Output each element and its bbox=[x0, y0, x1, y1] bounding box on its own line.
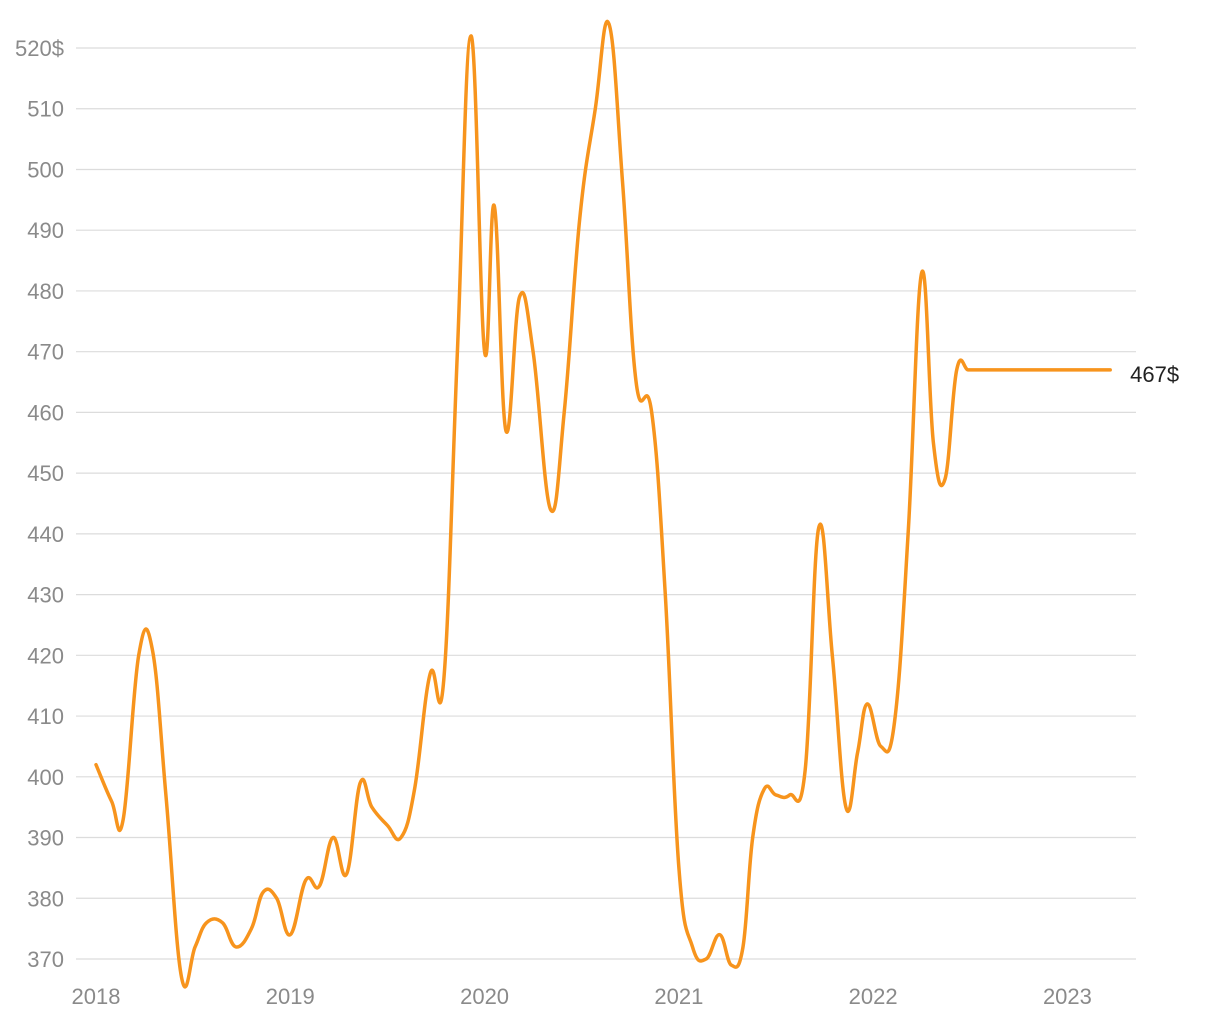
y-tick-label: 380 bbox=[27, 886, 64, 911]
y-tick-label: 450 bbox=[27, 461, 64, 486]
y-tick-label: 500 bbox=[27, 157, 64, 182]
y-tick-label: 470 bbox=[27, 340, 64, 365]
y-tick-label: 390 bbox=[27, 826, 64, 851]
x-tick-label: 2020 bbox=[460, 984, 509, 1009]
y-tick-label: 430 bbox=[27, 583, 64, 608]
grid-lines bbox=[76, 47, 1136, 960]
y-axis-ticks: 370 380 390 400 410 420 430 440 450 460 470 480 490 5… bbox=[15, 36, 64, 972]
y-tick-label: 510 bbox=[27, 97, 64, 122]
x-tick-label: 2019 bbox=[266, 984, 315, 1009]
x-tick-label: 2023 bbox=[1043, 984, 1092, 1009]
series-line bbox=[94, 19, 1112, 989]
y-tick-label: 370 bbox=[27, 947, 64, 972]
y-tick-label: 440 bbox=[27, 522, 64, 547]
x-tick-label: 2022 bbox=[849, 984, 898, 1009]
y-tick-label: 460 bbox=[27, 400, 64, 425]
x-axis-ticks: 2018 2019 2020 2021 2022 2023 bbox=[72, 984, 1092, 1009]
y-tick-label: 480 bbox=[27, 279, 64, 304]
y-tick-label: 490 bbox=[27, 218, 64, 243]
x-tick-label: 2021 bbox=[654, 984, 703, 1009]
y-tick-label: 400 bbox=[27, 765, 64, 790]
y-tick-label: 410 bbox=[27, 704, 64, 729]
y-tick-label: 420 bbox=[27, 643, 64, 668]
end-value-label: 467$ bbox=[1130, 362, 1179, 387]
y-tick-label: 520$ bbox=[15, 36, 64, 61]
x-tick-label: 2018 bbox=[72, 984, 121, 1009]
